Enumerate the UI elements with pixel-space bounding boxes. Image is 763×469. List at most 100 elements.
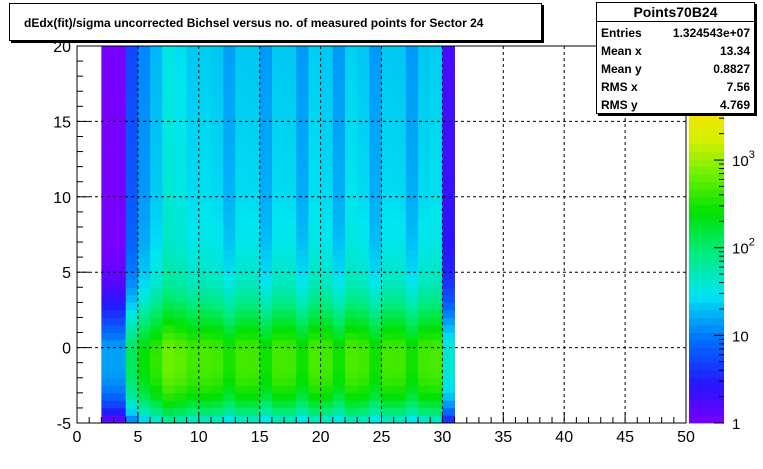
heatmap-cell <box>393 234 407 243</box>
heatmap-cell <box>418 272 431 281</box>
heatmap-cell <box>284 370 297 379</box>
stat-key: Entries <box>601 26 642 40</box>
heatmap-cell <box>308 264 321 273</box>
heatmap-cell <box>150 287 163 296</box>
color-scale-band <box>689 136 724 145</box>
heatmap-cell <box>296 189 309 198</box>
heatmap-cell <box>418 204 431 213</box>
heatmap-cell <box>125 279 139 288</box>
heatmap-cell <box>162 226 175 235</box>
heatmap-cell <box>369 355 382 364</box>
x-tick-label: 15 <box>251 429 269 446</box>
color-scale-band <box>689 302 724 311</box>
heatmap-cell <box>210 204 224 213</box>
heatmap-cell <box>174 211 188 220</box>
heatmap-cell <box>235 309 248 318</box>
heatmap-cell <box>125 181 139 190</box>
heatmap-cell <box>210 189 224 198</box>
heatmap-cell <box>186 136 200 145</box>
heatmap-cell <box>223 264 236 273</box>
heatmap-cell <box>320 377 334 386</box>
heatmap-cell <box>235 106 248 115</box>
z-tick-label: 102 <box>732 237 755 258</box>
heatmap-cell <box>430 204 443 213</box>
heatmap-cell <box>125 91 139 100</box>
heatmap-cell <box>101 355 127 364</box>
heatmap-cell <box>174 106 188 115</box>
heatmap-cell <box>223 159 236 168</box>
heatmap-cell <box>296 68 309 77</box>
heatmap-cell <box>186 204 200 213</box>
heatmap-cell <box>332 128 346 137</box>
heatmap-cell <box>308 317 321 326</box>
heatmap-cell <box>284 106 297 115</box>
heatmap-cell <box>210 46 224 54</box>
heatmap-cell <box>259 234 273 243</box>
heatmap-cell <box>393 415 407 424</box>
heatmap-cell <box>186 189 200 198</box>
heatmap-cell <box>223 385 236 394</box>
heatmap-cell <box>186 68 200 77</box>
heatmap-cell <box>344 106 358 115</box>
heatmap-cell <box>332 264 346 273</box>
heatmap-cell <box>430 249 443 258</box>
heatmap-cell <box>186 53 200 62</box>
heatmap-cell <box>235 287 248 296</box>
heatmap-cell <box>418 249 431 258</box>
heatmap-cell <box>393 204 407 213</box>
heatmap-cell <box>150 272 163 281</box>
heatmap-cell <box>174 196 188 205</box>
heatmap-cell <box>271 317 285 326</box>
heatmap-cell <box>150 53 163 62</box>
heatmap-cell <box>247 332 261 341</box>
heatmap-cell <box>174 151 188 160</box>
heatmap-cell <box>235 347 248 356</box>
heatmap-cell <box>442 174 455 183</box>
heatmap-cell <box>247 340 261 348</box>
heatmap-cell <box>259 355 273 364</box>
heatmap-cell <box>296 317 309 326</box>
heatmap-cell <box>393 385 407 394</box>
heatmap-cell <box>369 392 382 401</box>
heatmap-cell <box>381 61 395 70</box>
heatmap-cell <box>137 144 151 152</box>
heatmap-cell <box>357 294 370 303</box>
color-scale-band <box>689 264 724 273</box>
heatmap-cell <box>405 332 419 341</box>
heatmap-cell <box>393 392 407 401</box>
x-tick-label: 5 <box>133 429 142 446</box>
heatmap-cell <box>418 415 431 424</box>
heatmap-cell <box>381 83 395 92</box>
heatmap-cell <box>418 46 431 54</box>
heatmap-cell <box>320 415 334 424</box>
heatmap-cell <box>150 151 163 160</box>
heatmap-cell <box>174 83 188 92</box>
heatmap-cell <box>430 53 443 62</box>
heatmap-cell <box>320 128 334 137</box>
heatmap-cell <box>332 196 346 205</box>
heatmap-cell <box>320 279 334 288</box>
heatmap-cell <box>418 106 431 115</box>
heatmap-cell <box>357 159 370 168</box>
heatmap-cell <box>381 204 395 213</box>
heatmap-cell <box>381 189 395 198</box>
heatmap-cell <box>369 242 382 250</box>
heatmap-cell <box>284 249 297 258</box>
heatmap-cell <box>296 309 309 318</box>
heatmap-cell <box>150 294 163 303</box>
heatmap-cell <box>369 347 382 356</box>
heatmap-cell <box>223 362 236 371</box>
heatmap-cell <box>393 309 407 318</box>
heatmap-cell <box>125 61 139 70</box>
heatmap-cell <box>369 272 382 281</box>
heatmap-cell <box>381 159 395 168</box>
heatmap-cell <box>235 46 248 54</box>
heatmap-cell <box>430 106 443 115</box>
heatmap-cell <box>162 121 175 130</box>
heatmap-cell <box>344 46 358 54</box>
heatmap-cell <box>101 324 127 333</box>
heatmap-cell <box>174 249 188 258</box>
heatmap-cell <box>125 249 139 258</box>
heatmap-cell <box>296 370 309 379</box>
heatmap-cell <box>357 98 370 107</box>
